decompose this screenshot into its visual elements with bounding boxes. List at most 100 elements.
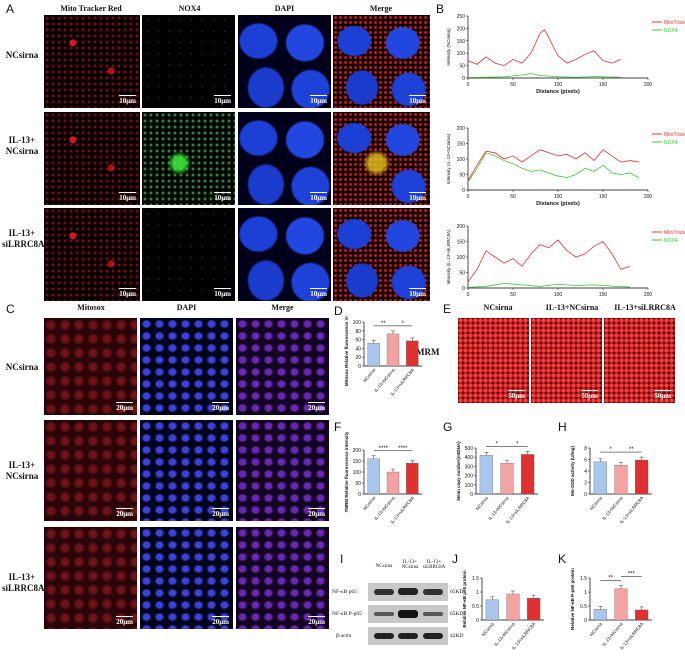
y-tick-label: 100 <box>457 255 466 261</box>
x-tick-label: 0 <box>467 194 470 200</box>
y-axis-label: Relative NF-κB p65 protein <box>462 570 467 628</box>
significance-label: ** <box>608 576 613 582</box>
y-tick-label: 4 <box>584 469 587 475</box>
y-axis-label: Intensity (IL-13+NCsirna) <box>446 133 451 184</box>
x-tick-label: NCsirna <box>362 367 377 383</box>
y-tick-label: 1.5 <box>580 576 587 582</box>
y-tick-label: 40 <box>355 346 361 352</box>
chart-h: 02468NCsirnaIL-13+NCsirnaIL-13+siLRRC8A*… <box>570 446 652 525</box>
y-tick-label: 200 <box>457 126 466 132</box>
y-tick-label: 0 <box>462 76 465 82</box>
micrograph-c: 20μm <box>44 318 137 415</box>
col-header: IL-13+siLRRC8A <box>614 303 676 312</box>
scale-bar-label: 50μm <box>654 390 671 400</box>
y-tick-label: 300 <box>465 464 474 470</box>
y-tick-label: 150 <box>353 459 362 465</box>
scale-bar-label: 20μm <box>212 616 229 626</box>
micrograph-a: 10μm <box>238 208 331 301</box>
row-label: IL-13+ NCsirna <box>5 135 39 156</box>
scale-bar-label: 20μm <box>308 402 325 412</box>
micrograph-a: 10μm <box>142 208 235 301</box>
panel-label-b: B <box>436 2 445 16</box>
chart-k: 00.511.5NCsirnaIL-13+NCsirnaIL-13+siLRRC… <box>570 568 652 651</box>
y-axis-label: Intensity (NCsirna) <box>446 28 451 66</box>
y-tick-label: 200 <box>465 474 474 480</box>
micrograph-c: 20μm <box>140 527 233 629</box>
y-tick-label: 0 <box>584 618 587 624</box>
micrograph-a: 10μm <box>142 112 235 205</box>
x-tick-label: 50 <box>510 292 516 298</box>
micrograph-e: 50μm <box>531 318 602 403</box>
x-tick-label: IL-13+NCsirna <box>601 621 624 647</box>
micrograph-a: 10μm <box>44 112 140 205</box>
blot-row-label: NF-κB P-p65 <box>332 611 362 617</box>
bar-chart-j: 00.511.5NCsirnaIL-13+NCsirnaIL-13+siLRRC… <box>462 570 544 651</box>
y-tick-label: 1 <box>584 590 587 596</box>
row-label: NCsirna <box>5 362 39 372</box>
y-axis-label: Intensity (IL-13+siLRRC8A) <box>446 229 451 284</box>
row-label: NCsirna <box>5 50 39 60</box>
x-tick-label: 150 <box>599 292 608 298</box>
x-axis-label: Distance (pixels) <box>536 201 580 207</box>
scale-bar-label: 20μm <box>212 402 229 412</box>
bar <box>593 461 607 495</box>
bar-chart-h: 02468NCsirnaIL-13+NCsirnaIL-13+siLRRC8A*… <box>570 446 652 525</box>
panel-b-line-charts: 0 50 100 150 200 250 0 50 100 150 200 Distance (pix… <box>446 14 685 298</box>
y-tick-label: 60 <box>355 338 361 344</box>
blot-row-label: β-actin <box>336 633 352 639</box>
blot-p65 <box>368 583 448 601</box>
y-tick-label: 8 <box>584 446 587 452</box>
micrograph-e: 50μm <box>458 318 529 403</box>
line-chart-b: 0 50 100 150 200 250 0 50 100 150 200 Distance (pix… <box>446 14 685 95</box>
blot-row-label: NF-κB p65 <box>332 589 357 595</box>
x-tick-label: NCsirna <box>481 621 496 637</box>
micrograph-a: 10μm <box>333 112 430 205</box>
bar <box>635 609 649 621</box>
y-tick-label: 20 <box>355 355 361 361</box>
x-tick-label: 150 <box>599 194 608 200</box>
scale-bar-label: 20μm <box>116 508 133 518</box>
scale-bar-label: 20μm <box>308 616 325 626</box>
scale-bar-label: 20μm <box>116 616 133 626</box>
x-tick-label: 0 <box>467 292 470 298</box>
y-axis-label: Mitosox Relative fluorescence intensity <box>344 316 349 386</box>
x-tick-label: 50 <box>510 82 516 88</box>
row-label: IL-13+ NCsirna <box>5 460 39 481</box>
bar <box>367 342 380 367</box>
series-line <box>467 239 631 283</box>
scale-bar-label: 10μm <box>409 95 426 105</box>
lane-label: NCsirna <box>375 564 393 569</box>
y-tick-label: 2 <box>584 481 587 487</box>
x-tick-label: 150 <box>599 82 608 88</box>
series-line <box>467 282 631 288</box>
bar <box>614 465 628 495</box>
y-tick-label: 0 <box>462 188 465 194</box>
significance-label: ** <box>381 321 386 327</box>
micrograph-a: 10μm <box>333 208 430 301</box>
bar <box>521 454 535 495</box>
bar <box>386 471 400 495</box>
x-tick-label: 100 <box>554 194 563 200</box>
col-header: Merge <box>271 303 294 312</box>
y-axis-label: TMRM Relative fluorescence intensity <box>344 432 349 512</box>
significance-label: * <box>401 321 404 327</box>
y-axis-label: Mean copy number(mtDNA) <box>456 441 461 501</box>
y-tick-label: 100 <box>353 320 362 326</box>
y-tick-label: 80 <box>355 329 361 335</box>
bar <box>479 455 493 495</box>
panel-label-h: H <box>558 420 567 434</box>
x-tick-label: 200 <box>644 194 653 200</box>
y-tick-label: 0 <box>358 364 361 370</box>
y-tick-label: 0 <box>584 492 587 498</box>
y-axis-label: Mn-SOD activity (U/mg) <box>570 446 575 497</box>
y-tick-label: 200 <box>457 224 466 230</box>
bar <box>367 458 380 495</box>
bar <box>386 333 400 367</box>
series-line <box>467 149 640 181</box>
x-tick-label: IL-13+NCsirna <box>487 495 510 521</box>
scale-bar-label: 10μm <box>214 192 231 202</box>
scale-bar-label: 10μm <box>119 192 136 202</box>
y-tick-label: 50 <box>355 481 361 487</box>
